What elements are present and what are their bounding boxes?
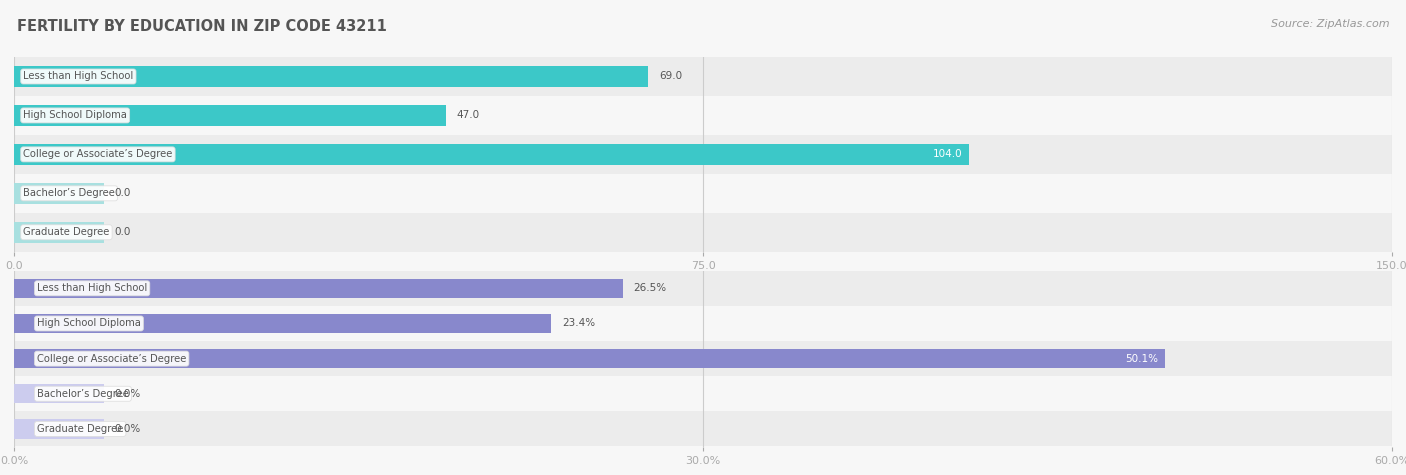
Bar [14, 384, 104, 403]
Bar [14, 314, 551, 333]
Text: 23.4%: 23.4% [562, 318, 596, 329]
Bar [14, 419, 104, 438]
Bar [14, 341, 1392, 376]
Bar [14, 104, 446, 126]
Bar [14, 182, 104, 204]
Bar [14, 411, 1392, 446]
Text: College or Associate’s Degree: College or Associate’s Degree [24, 149, 173, 160]
Bar [14, 135, 1392, 174]
Bar [14, 143, 969, 165]
Bar [14, 174, 1392, 213]
Bar [14, 57, 1392, 96]
Bar [14, 213, 1392, 252]
Text: Bachelor’s Degree: Bachelor’s Degree [24, 188, 115, 199]
Bar [14, 271, 1392, 306]
Bar [14, 279, 623, 298]
Bar [14, 221, 104, 243]
Text: 0.0: 0.0 [115, 227, 131, 238]
Text: 47.0: 47.0 [457, 110, 479, 121]
Text: High School Diploma: High School Diploma [24, 110, 127, 121]
Text: 104.0: 104.0 [932, 149, 963, 160]
Text: Less than High School: Less than High School [24, 71, 134, 82]
Text: Bachelor’s Degree: Bachelor’s Degree [37, 389, 129, 399]
Text: Less than High School: Less than High School [37, 283, 148, 294]
Text: FERTILITY BY EDUCATION IN ZIP CODE 43211: FERTILITY BY EDUCATION IN ZIP CODE 43211 [17, 19, 387, 34]
Bar [14, 66, 648, 87]
Text: Source: ZipAtlas.com: Source: ZipAtlas.com [1271, 19, 1389, 29]
Text: 69.0: 69.0 [659, 71, 682, 82]
Text: 26.5%: 26.5% [634, 283, 666, 294]
Text: 0.0%: 0.0% [115, 389, 141, 399]
Bar [14, 376, 1392, 411]
Text: Graduate Degree: Graduate Degree [24, 227, 110, 238]
Text: 0.0: 0.0 [115, 188, 131, 199]
Text: College or Associate’s Degree: College or Associate’s Degree [37, 353, 187, 364]
Bar [14, 349, 1164, 368]
Bar [14, 96, 1392, 135]
Bar [14, 306, 1392, 341]
Text: 50.1%: 50.1% [1125, 353, 1157, 364]
Text: 0.0%: 0.0% [115, 424, 141, 434]
Text: Graduate Degree: Graduate Degree [37, 424, 124, 434]
Text: High School Diploma: High School Diploma [37, 318, 141, 329]
